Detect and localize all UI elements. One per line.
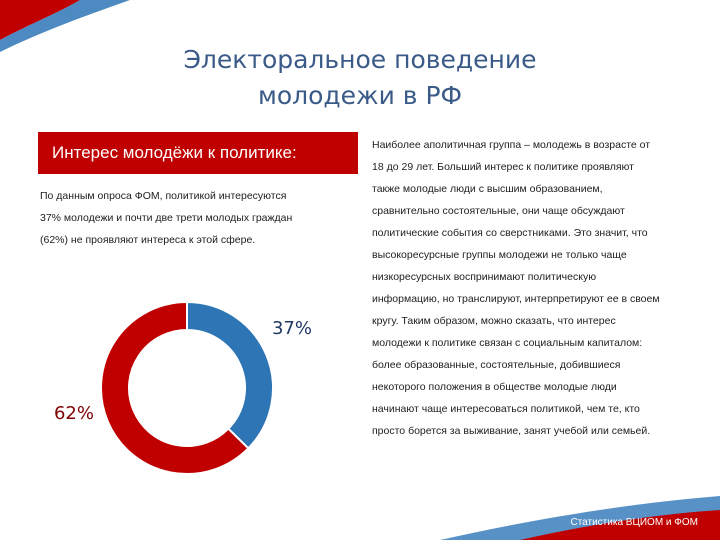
- right-paragraph-line: Наиболее аполитичная группа – молодежь в…: [372, 139, 651, 151]
- right-paragraph-line: просто борется за выживание, занят учебо…: [372, 425, 651, 437]
- left-paragraph-line: (62%) не проявляют интереса к этой сфере…: [40, 234, 256, 246]
- right-paragraph-line: информацию, но транслируют, интерпретиру…: [372, 293, 660, 305]
- corner-wave-top: [0, 0, 130, 52]
- donut-slice: [186, 300, 274, 450]
- donut-slice: [100, 300, 250, 475]
- page-title: Электоральное поведение молодежи в РФ: [140, 42, 580, 114]
- slice-label: 37%: [272, 318, 312, 339]
- right-paragraph: Наиболее аполитичная группа – молодежь в…: [372, 134, 702, 442]
- title-line: молодежи в РФ: [257, 81, 463, 110]
- corner-wave-bottom: [440, 496, 720, 540]
- right-paragraph-line: политические события со сверстниками. Эт…: [372, 227, 648, 239]
- right-paragraph-line: сравнительно состоятельные, они чаще обс…: [372, 205, 625, 217]
- right-paragraph-line: также молодые люди с высшим образованием…: [372, 183, 603, 195]
- right-paragraph-line: начинают чаще интересоваться политикой, …: [372, 403, 640, 415]
- left-paragraph-line: 37% молодежи и почти две трети молодых г…: [40, 212, 293, 224]
- left-paragraph-line: По данным опроса ФОМ, политикой интересу…: [40, 190, 287, 202]
- title-line: Электоральное поведение: [183, 45, 537, 74]
- right-paragraph-line: высокоресурсные группы молодежи не тольк…: [372, 249, 627, 261]
- right-paragraph-line: низкоресурсных воспринимают политическую: [372, 271, 597, 283]
- right-paragraph-line: 18 до 29 лет. Больший интерес к политике…: [372, 161, 634, 173]
- right-paragraph-line: более образованные, состоятельные, добив…: [372, 359, 621, 371]
- left-paragraph: По данным опроса ФОМ, политикой интересу…: [40, 185, 360, 251]
- source-note: Статистика ВЦИОМ и ФОМ: [570, 517, 698, 528]
- right-paragraph-line: кругу. Таким образом, можно сказать, что…: [372, 315, 616, 327]
- slice-label: 62%: [54, 403, 94, 424]
- right-paragraph-line: молодежи к политике связан с социальным …: [372, 337, 643, 349]
- interest-banner: Интерес молодёжи к политике:: [38, 132, 358, 174]
- right-paragraph-line: некоторого положения в обществе молодые …: [372, 381, 617, 393]
